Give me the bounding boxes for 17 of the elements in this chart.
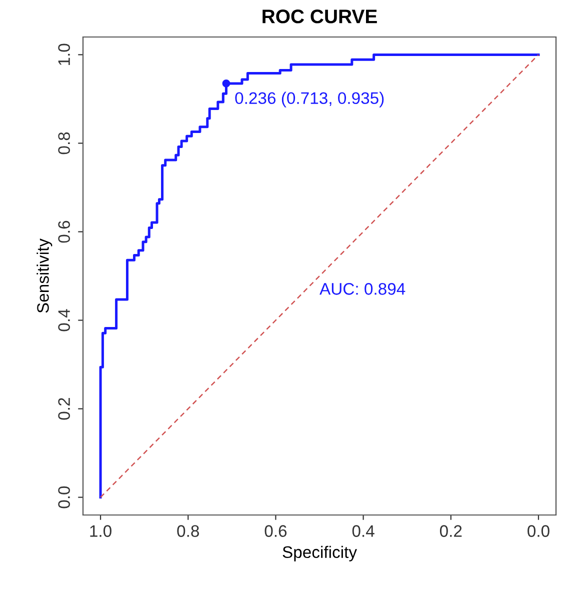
x-tick-label: 0.0 bbox=[528, 525, 550, 537]
x-axis-title: Specificity bbox=[282, 546, 357, 562]
x-tick-label: 0.2 bbox=[440, 525, 462, 537]
y-tick-label: 1.0 bbox=[58, 44, 70, 66]
y-tick-label: 0.2 bbox=[58, 398, 70, 420]
y-axis-title: Sensitivity bbox=[36, 238, 52, 313]
y-tick-label: 0.0 bbox=[58, 486, 70, 508]
x-tick-label: 0.8 bbox=[177, 525, 199, 537]
chart-title: ROC CURVE bbox=[262, 10, 377, 24]
annotation: AUC: 0.894 bbox=[320, 283, 406, 295]
y-tick-label: 0.8 bbox=[58, 132, 70, 154]
y-tick-label: 0.4 bbox=[58, 309, 70, 332]
x-tick-label: 1.0 bbox=[90, 525, 112, 537]
x-tick-label: 0.4 bbox=[352, 525, 374, 537]
y-tick-label: 0.6 bbox=[58, 220, 70, 243]
x-tick-label: 0.6 bbox=[264, 525, 287, 537]
annotation: 0.236 (0.713, 0.935) bbox=[235, 92, 384, 108]
